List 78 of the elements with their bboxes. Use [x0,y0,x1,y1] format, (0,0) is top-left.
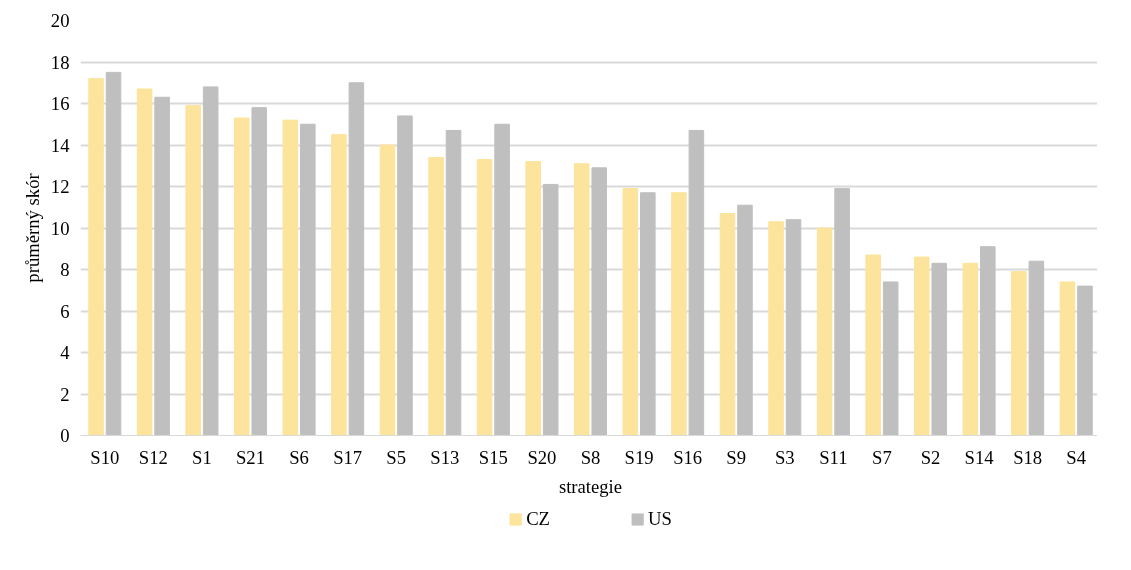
bar [865,254,881,436]
x-tick-label: S5 [386,446,407,468]
bar [640,192,656,436]
y-tick-label: 16 [50,93,70,114]
x-tick-label: S11 [819,446,848,468]
x-tick-label: S1 [192,446,212,468]
y-tick-label: 20 [50,10,70,31]
x-tick-label: S19 [624,446,654,468]
legend-label: CZ [526,508,550,530]
x-tick-label: S17 [333,446,363,468]
bar [671,192,687,436]
x-tick-label: S15 [478,446,508,468]
y-tick-label: 2 [60,383,70,405]
bar [816,227,833,436]
x-tick-label: S2 [920,446,941,468]
x-tick-label: S6 [289,446,309,468]
y-tick-label: 12 [50,176,70,197]
bar [428,156,444,436]
bar [348,82,365,436]
y-tick-label: 0 [60,425,70,446]
x-tick-label: S18 [1013,446,1043,468]
bar [105,71,122,436]
bar [591,167,608,436]
bar [282,119,299,436]
bar [719,212,736,436]
bar [834,188,850,436]
legend-label: US [647,508,672,530]
bar [397,115,413,436]
bar [785,219,802,436]
y-tick-label: 10 [50,217,70,239]
bar [1059,281,1076,436]
bar [1011,271,1027,436]
y-axis-title: průměrný skór [21,172,43,283]
bar [494,123,510,436]
bar [962,262,979,436]
x-axis-title: strategie [558,475,623,497]
bar [88,78,104,436]
bar [233,117,250,436]
y-tick-label: 6 [60,300,70,322]
x-tick-label: S8 [580,446,601,468]
bar [445,129,462,436]
bar [525,161,541,436]
x-tick-label: S10 [90,446,120,468]
x-tick-label: S9 [726,446,747,468]
bar [136,88,153,436]
y-tick-label: 4 [60,342,71,363]
x-tick-label: S7 [872,446,892,468]
x-tick-label: S16 [673,446,703,468]
x-tick-label: S21 [235,446,266,468]
x-tick-label: S13 [430,446,460,468]
bar [980,246,996,436]
bar [573,163,590,436]
y-tick-label: 8 [60,259,70,280]
bar [688,129,705,436]
bar [931,262,948,436]
bar [300,123,316,436]
bar [1077,285,1093,436]
x-tick-label: S20 [527,446,557,468]
bar [379,144,396,436]
bar [202,86,219,436]
bar [737,204,753,436]
bar [768,221,784,436]
bar [882,281,899,436]
x-tick-label: S14 [964,446,995,468]
bar [251,107,268,436]
bar [542,183,559,436]
x-tick-label: S4 [1066,446,1087,468]
bar [154,96,170,436]
bar [913,256,930,436]
y-tick-label: 18 [50,51,70,73]
y-tick-label: 14 [50,134,71,156]
bar [476,159,493,436]
x-tick-label: S12 [138,446,168,468]
x-tick-label: S3 [774,446,795,468]
bar [185,105,201,436]
bar [1028,260,1045,436]
bar [622,188,639,436]
bar [331,134,347,436]
